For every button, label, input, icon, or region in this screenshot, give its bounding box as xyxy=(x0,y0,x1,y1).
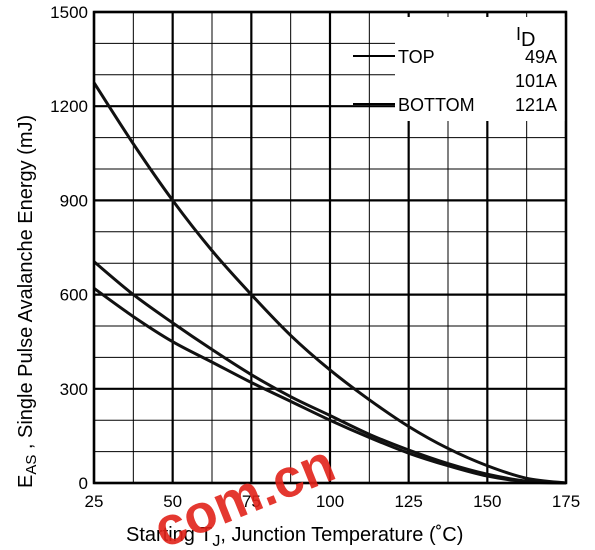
y-tick-label: 1200 xyxy=(50,97,88,116)
x-tick-label: 25 xyxy=(85,492,104,511)
y-axis-label: EAS , Single Pulse Avalanche Energy (mJ) xyxy=(15,115,40,488)
legend-value-bottom: 121A xyxy=(515,95,557,115)
x-tick-labels: 25 50 75 100 125 150 175 xyxy=(85,492,581,511)
legend-value-top: 49A xyxy=(525,47,557,67)
y-tick-label: 900 xyxy=(60,191,88,210)
y-tick-label: 300 xyxy=(60,380,88,399)
legend-tag-bottom: BOTTOM xyxy=(398,95,475,115)
legend-background xyxy=(395,17,565,121)
y-tick-label: 0 xyxy=(79,474,88,493)
x-tick-label: 125 xyxy=(394,492,422,511)
series-line-1 xyxy=(92,81,567,485)
x-axis-label: Starting TJ, Junction Temperature (˚C) xyxy=(126,524,463,550)
x-tick-label: 100 xyxy=(316,492,344,511)
y-tick-labels: 0 300 600 900 1200 1500 xyxy=(50,3,88,493)
x-tick-label: 175 xyxy=(552,492,580,511)
series-line-3 xyxy=(93,287,567,485)
x-tick-label: 150 xyxy=(473,492,501,511)
series-line-2 xyxy=(93,260,567,485)
x-tick-label: 50 xyxy=(163,492,182,511)
legend-value-mid: 101A xyxy=(515,71,557,91)
legend-header: ID xyxy=(516,24,535,51)
y-tick-label: 1500 xyxy=(50,3,88,22)
y-tick-label: 600 xyxy=(60,286,88,305)
plot-frame xyxy=(92,10,568,485)
x-tick-label: 75 xyxy=(242,492,261,511)
series-lines xyxy=(92,81,567,485)
legend-tag-top: TOP xyxy=(398,47,435,67)
